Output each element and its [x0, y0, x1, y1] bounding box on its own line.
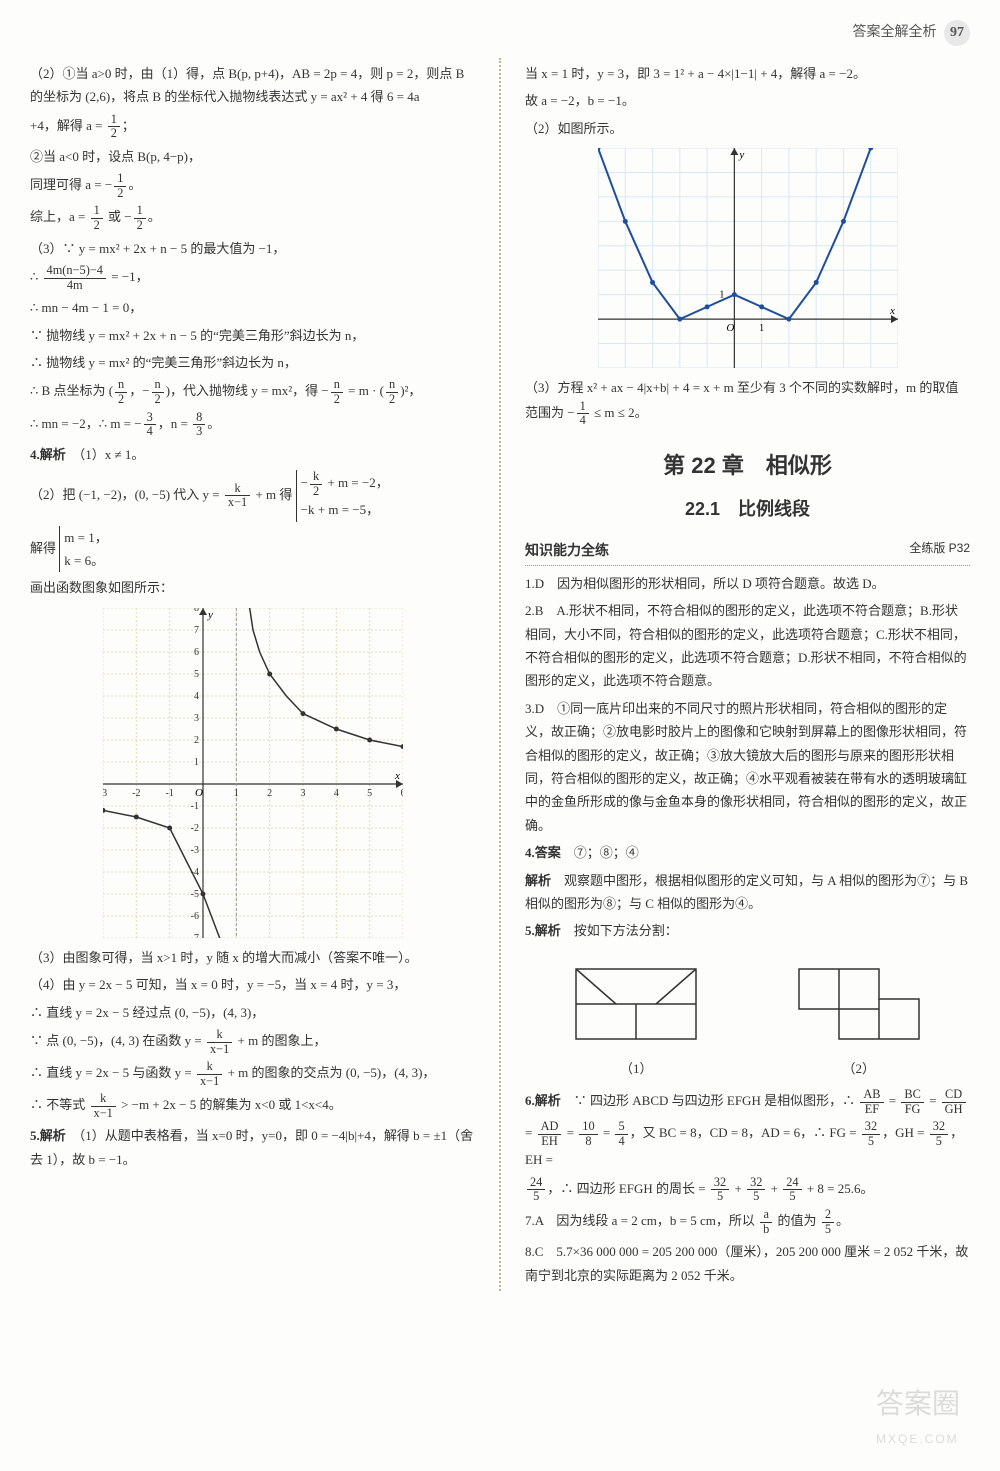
right-column: 当 x = 1 时，y = 3，即 3 = 1² + a − 4×|1−1| +…	[525, 58, 970, 1291]
l-q4-5: （3）由图象可得，当 x>1 时，y 随 x 的增大而减小（答案不唯一）。	[30, 946, 475, 969]
svg-text:5: 5	[367, 788, 372, 799]
l-q4-3: 解得 m = 1， k = 6。	[30, 526, 475, 573]
page-header: 答案全解全析 97	[30, 20, 970, 46]
l-p8: ∴ mn − 4m − 1 = 0，	[30, 296, 475, 319]
svg-text:-7: -7	[190, 933, 198, 938]
r-p3: （2）如图所示。	[525, 117, 970, 140]
svg-text:3: 3	[194, 713, 199, 724]
l-p3: ②当 a<0 时，设点 B(p, 4−p)，	[30, 145, 475, 168]
shape-2-icon	[789, 959, 929, 1049]
l-p5: 综上，a = 12 或 −12。	[30, 204, 475, 232]
svg-text:-4: -4	[190, 867, 198, 878]
svg-text:-1: -1	[190, 801, 198, 812]
l-p1: （2）①当 a>0 时，由（1）得，点 B(p, p+4)，AB = 2p = …	[30, 62, 475, 109]
svg-text:6: 6	[194, 647, 199, 658]
l-p9: ∵ 抛物线 y = mx² + 2x + n − 5 的“完美三角形”斜边长为 …	[30, 324, 475, 347]
r-q4: 4.答案 ⑦；⑧；④	[525, 841, 970, 864]
svg-text:-1: -1	[165, 788, 173, 799]
r-q6: 6.解析 ∵ 四边形 ABCD 与四边形 EFGH 是相似图形，∴ ABEF =…	[525, 1088, 970, 1116]
l-p10: ∴ 抛物线 y = mx² 的“完美三角形”斜边长为 n，	[30, 351, 475, 374]
r-q4-exp: 解析 观察题中图形，根据相似图形的定义可知，与 A 相似的图形为⑦；与 B 相似…	[525, 869, 970, 916]
l-q4: 4.解析 （1）x ≠ 1。	[30, 443, 475, 466]
l-p4: 同理可得 a = −12。	[30, 172, 475, 200]
svg-text:y: y	[738, 149, 744, 161]
svg-text:1: 1	[759, 323, 764, 334]
svg-text:6: 6	[400, 788, 403, 799]
l-p2: +4，解得 a = 12；	[30, 113, 475, 141]
svg-text:x: x	[394, 770, 400, 782]
svg-text:-2: -2	[132, 788, 140, 799]
svg-text:1: 1	[233, 788, 238, 799]
l-p12: ∴ mn = −2，∴ m = −34，n = 83。	[30, 411, 475, 439]
section-title: 22.1 比例线段	[525, 493, 970, 525]
l-q4-4: 画出函数图象如图所示：	[30, 576, 475, 599]
svg-text:-6: -6	[190, 911, 198, 922]
svg-text:5: 5	[194, 669, 199, 680]
svg-text:O: O	[726, 322, 734, 334]
svg-text:O: O	[195, 787, 203, 799]
l-q4-9: ∴ 直线 y = 2x − 5 与函数 y = kx−1 + m 的图象的交点为…	[30, 1060, 475, 1088]
svg-text:-3: -3	[103, 788, 107, 799]
l-p11: ∴ B 点坐标为 (n2，−n2)，代入抛物线 y = mx²，得 −n2 = …	[30, 378, 475, 406]
r-p1: 当 x = 1 时，y = 3，即 3 = 1² + a − 4×|1−1| +…	[525, 62, 970, 85]
r-q2: 2.B A.形状不相同，不符合相似的图形的定义，此选项不符合题意；B.形状相同，…	[525, 599, 970, 693]
r-q8: 8.C 5.7×36 000 000 = 205 200 000（厘米），205…	[525, 1240, 970, 1287]
svg-text:x: x	[889, 305, 895, 317]
subhead: 知识能力全练 全练版 P32	[525, 538, 970, 566]
chapter-title: 第 22 章 相似形	[525, 446, 970, 486]
graph-hyperbola: -3 -2 -1 1 2 3 4 5 6 -7 -6 -5 -4 -3 -2 -1 1 2 3 4 5 6 7 8 Ox y	[103, 608, 403, 938]
graph-parabola: O 1 1 x y	[598, 148, 898, 368]
r-p2: 故 a = −2，b = −1。	[525, 89, 970, 112]
svg-text:y: y	[207, 609, 213, 621]
svg-text:7: 7	[194, 625, 199, 636]
content-columns: （2）①当 a>0 时，由（1）得，点 B(p, p+4)，AB = 2p = …	[30, 58, 970, 1291]
figure-row: （1） （2）	[525, 951, 970, 1080]
l-q4-8: ∵ 点 (0, −5)，(4, 3) 在函数 y = kx−1 + m 的图象上…	[30, 1028, 475, 1056]
svg-text:-3: -3	[190, 845, 198, 856]
svg-text:8: 8	[194, 608, 199, 614]
l-p6: （3）∵ y = mx² + 2x + n − 5 的最大值为 −1，	[30, 237, 475, 260]
r-q6b: = ADEH = 108 = 54，又 BC = 8，CD = 8，AD = 6…	[525, 1120, 970, 1172]
svg-text:-5: -5	[190, 889, 198, 900]
r-q5: 5.解析 按如下方法分割：	[525, 919, 970, 942]
left-column: （2）①当 a>0 时，由（1）得，点 B(p, p+4)，AB = 2p = …	[30, 58, 475, 1291]
svg-text:3: 3	[300, 788, 305, 799]
l-q4-7: ∴ 直线 y = 2x − 5 经过点 (0, −5)，(4, 3)，	[30, 1001, 475, 1024]
r-p4: （3）方程 x² + ax − 4|x+b| + 4 = x + m 至少有 3…	[525, 376, 970, 428]
svg-text:2: 2	[194, 735, 199, 746]
page-number: 97	[944, 20, 970, 46]
column-divider	[499, 58, 501, 1291]
figure-2: （2）	[789, 951, 929, 1080]
watermark: 答案圈 MXQE.COM	[876, 1379, 960, 1451]
svg-text:4: 4	[333, 788, 338, 799]
r-q7: 7.A 因为线段 a = 2 cm，b = 5 cm，所以 ab 的值为 25。	[525, 1208, 970, 1236]
svg-text:1: 1	[194, 757, 199, 768]
l-q4-10: ∴ 不等式 kx−1 > −m + 2x − 5 的解集为 x<0 或 1<x<…	[30, 1092, 475, 1120]
svg-text:4: 4	[194, 691, 199, 702]
l-q4-6: （4）由 y = 2x − 5 可知，当 x = 0 时，y = −5，当 x …	[30, 973, 475, 996]
svg-text:1: 1	[719, 290, 724, 301]
header-title: 答案全解全析	[853, 25, 937, 40]
r-q3: 3.D ①同一底片印出来的不同尺寸的照片形状相同，符合相似的图形的定义，故正确；…	[525, 697, 970, 837]
shape-1-icon	[566, 959, 706, 1049]
l-q4-2: （2）把 (−1, −2)，(0, −5) 代入 y = kx−1 + m 得 …	[30, 470, 475, 522]
svg-text:2: 2	[267, 788, 272, 799]
r-q1: 1.D 因为相似图形的形状相同，所以 D 项符合题意。故选 D。	[525, 572, 970, 595]
figure-1: （1）	[566, 951, 706, 1080]
svg-text:-2: -2	[190, 823, 198, 834]
l-q5: 5.解析 （1）从题中表格看，当 x=0 时，y=0，即 0 = −4|b|+4…	[30, 1124, 475, 1171]
r-q6c: 245，∴ 四边形 EFGH 的周长 = 325 + 325 + 245 + 8…	[525, 1176, 970, 1204]
l-p7: ∴ 4m(n−5)−44m = −1，	[30, 264, 475, 292]
